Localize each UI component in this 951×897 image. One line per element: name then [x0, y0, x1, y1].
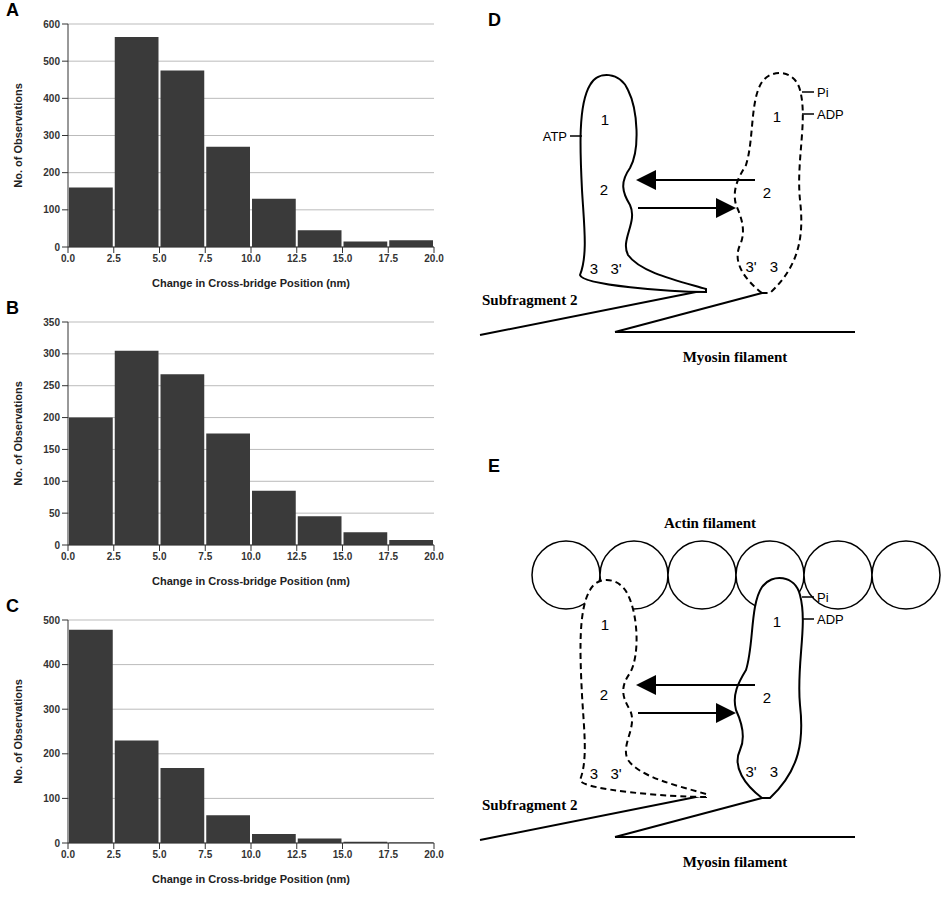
svg-text:Myosin filament: Myosin filament [683, 854, 788, 870]
svg-text:Change in Cross-bridge Positio: Change in Cross-bridge Position (nm) [152, 277, 350, 289]
svg-text:250: 250 [43, 380, 60, 391]
svg-text:Pi: Pi [817, 85, 829, 100]
svg-text:20.0: 20.0 [424, 849, 444, 860]
svg-text:1: 1 [773, 108, 781, 125]
svg-text:2: 2 [763, 689, 771, 706]
svg-text:12.5: 12.5 [287, 253, 307, 264]
svg-text:2: 2 [600, 181, 608, 198]
svg-text:300: 300 [43, 130, 60, 141]
svg-text:2.5: 2.5 [107, 849, 121, 860]
svg-text:3': 3' [610, 260, 621, 277]
svg-text:3: 3 [770, 763, 778, 780]
svg-text:2: 2 [600, 686, 608, 703]
svg-text:12.5: 12.5 [287, 551, 307, 562]
svg-text:600: 600 [43, 19, 60, 30]
svg-text:100: 100 [43, 204, 60, 215]
svg-text:17.5: 17.5 [379, 253, 399, 264]
svg-text:E: E [488, 456, 500, 476]
svg-text:20.0: 20.0 [424, 253, 444, 264]
svg-text:0: 0 [54, 242, 60, 253]
html-text:A: A [6, 0, 19, 20]
svg-text:3': 3' [745, 763, 756, 780]
svg-text:3': 3' [610, 765, 621, 782]
svg-text:200: 200 [43, 748, 60, 759]
svg-text:10.0: 10.0 [241, 253, 261, 264]
svg-text:3': 3' [745, 258, 756, 275]
svg-text:500: 500 [43, 615, 60, 626]
svg-text:100: 100 [43, 793, 60, 804]
svg-text:15.0: 15.0 [333, 849, 353, 860]
svg-text:17.5: 17.5 [379, 849, 399, 860]
svg-text:7.5: 7.5 [198, 849, 212, 860]
svg-text:17.5: 17.5 [379, 551, 399, 562]
svg-text:50: 50 [49, 508, 61, 519]
svg-text:100: 100 [43, 476, 60, 487]
svg-text:0: 0 [54, 838, 60, 849]
svg-text:400: 400 [43, 93, 60, 104]
svg-text:0.0: 0.0 [61, 849, 75, 860]
svg-text:Pi: Pi [817, 590, 829, 605]
svg-text:D: D [488, 10, 501, 30]
svg-text:15.0: 15.0 [333, 551, 353, 562]
svg-text:0.0: 0.0 [61, 253, 75, 264]
svg-text:0: 0 [54, 540, 60, 551]
svg-text:No. of Observations: No. of Observations [12, 83, 24, 188]
svg-text:2: 2 [763, 184, 771, 201]
html-text:B: B [6, 298, 19, 318]
svg-text:ADP: ADP [817, 612, 844, 627]
svg-text:Actin filament: Actin filament [664, 515, 756, 531]
svg-text:5.0: 5.0 [153, 551, 167, 562]
svg-text:0.0: 0.0 [61, 551, 75, 562]
svg-text:ATP: ATP [543, 129, 567, 144]
svg-text:5.0: 5.0 [153, 849, 167, 860]
svg-text:ADP: ADP [817, 107, 844, 122]
svg-text:150: 150 [43, 444, 60, 455]
svg-text:7.5: 7.5 [198, 551, 212, 562]
svg-text:3: 3 [590, 260, 598, 277]
svg-text:1: 1 [773, 613, 781, 630]
svg-text:15.0: 15.0 [333, 253, 353, 264]
svg-text:1: 1 [601, 111, 609, 128]
svg-text:200: 200 [43, 167, 60, 178]
svg-text:12.5: 12.5 [287, 849, 307, 860]
svg-text:400: 400 [43, 659, 60, 670]
svg-text:5.0: 5.0 [153, 253, 167, 264]
svg-text:No. of Observations: No. of Observations [12, 679, 24, 784]
svg-text:10.0: 10.0 [241, 551, 261, 562]
svg-text:1: 1 [601, 616, 609, 633]
svg-text:7.5: 7.5 [198, 253, 212, 264]
svg-text:3: 3 [590, 765, 598, 782]
svg-text:No. of Observations: No. of Observations [12, 381, 24, 486]
svg-text:Subfragment 2: Subfragment 2 [482, 292, 577, 308]
svg-text:500: 500 [43, 56, 60, 67]
svg-text:350: 350 [43, 317, 60, 328]
svg-text:3: 3 [770, 258, 778, 275]
svg-text:Change in Cross-bridge Positio: Change in Cross-bridge Position (nm) [152, 575, 350, 587]
svg-text:Change in Cross-bridge Positio: Change in Cross-bridge Position (nm) [152, 873, 350, 885]
svg-text:200: 200 [43, 412, 60, 423]
svg-text:2.5: 2.5 [107, 551, 121, 562]
svg-text:Subfragment 2: Subfragment 2 [482, 797, 577, 813]
svg-text:2.5: 2.5 [107, 253, 121, 264]
svg-text:300: 300 [43, 348, 60, 359]
svg-text:Myosin filament: Myosin filament [683, 349, 788, 365]
svg-text:300: 300 [43, 704, 60, 715]
svg-text:10.0: 10.0 [241, 849, 261, 860]
html-text:C: C [6, 596, 19, 616]
svg-text:20.0: 20.0 [424, 551, 444, 562]
